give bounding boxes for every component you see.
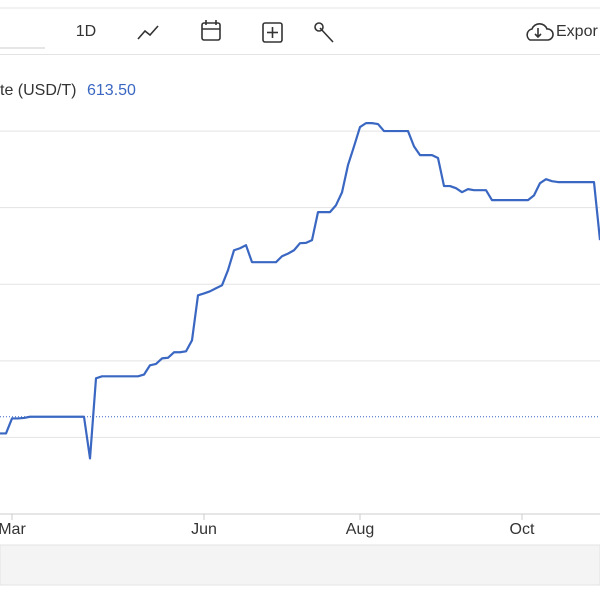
chart-type-button[interactable] bbox=[137, 25, 159, 40]
export-button[interactable]: Expor bbox=[526, 23, 598, 41]
x-tick-label: Jun bbox=[191, 521, 217, 538]
period-button[interactable]: 1D bbox=[76, 23, 96, 40]
legend-value: 613.50 bbox=[87, 82, 136, 99]
x-tick-label: Mar bbox=[0, 521, 26, 538]
indicator-button[interactable] bbox=[262, 22, 283, 43]
price-line bbox=[0, 122, 600, 460]
legend-name: te (USD/T) bbox=[0, 82, 76, 99]
navigator[interactable] bbox=[0, 544, 600, 586]
x-tick-label: Oct bbox=[510, 521, 535, 538]
settings-button[interactable] bbox=[314, 22, 334, 43]
calendar-button[interactable] bbox=[201, 20, 221, 41]
export-label[interactable]: Expor bbox=[556, 23, 598, 40]
x-tick-label: Aug bbox=[346, 521, 374, 538]
